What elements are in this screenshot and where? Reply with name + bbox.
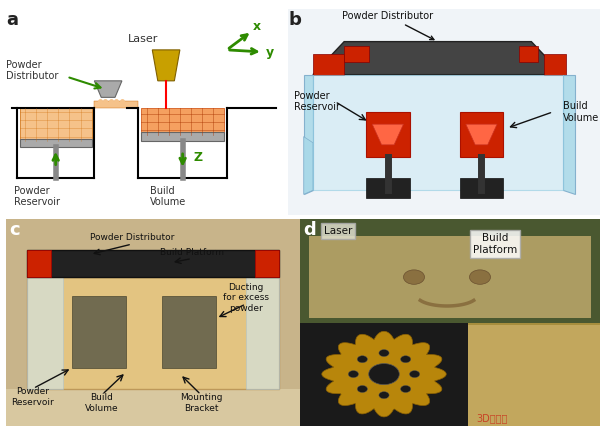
Bar: [313, 54, 344, 75]
Bar: [141, 132, 224, 141]
Circle shape: [470, 270, 491, 284]
Text: c: c: [9, 221, 20, 240]
Circle shape: [379, 350, 389, 356]
Polygon shape: [94, 81, 122, 97]
Circle shape: [409, 371, 420, 378]
Text: Ducting
for excess
powder: Ducting for excess powder: [223, 283, 269, 313]
Text: b: b: [288, 11, 301, 29]
Circle shape: [401, 385, 411, 393]
Bar: [460, 178, 503, 199]
Bar: [300, 219, 600, 325]
Bar: [6, 389, 306, 426]
Bar: [72, 296, 126, 368]
Bar: [27, 277, 63, 389]
Bar: [141, 108, 224, 135]
Text: Build
Volume: Build Volume: [563, 101, 599, 123]
Text: Build
Platform: Build Platform: [473, 233, 517, 255]
Polygon shape: [563, 75, 575, 194]
Polygon shape: [313, 42, 563, 75]
Bar: [94, 101, 139, 108]
Text: Laser: Laser: [127, 34, 158, 43]
Polygon shape: [372, 124, 403, 145]
Text: Powder Distributor: Powder Distributor: [342, 11, 434, 40]
Text: 3D打印网: 3D打印网: [476, 413, 508, 424]
Text: Laser: Laser: [324, 226, 352, 236]
Bar: [344, 46, 369, 62]
Text: y: y: [265, 46, 274, 59]
Polygon shape: [304, 75, 313, 194]
Circle shape: [404, 270, 425, 284]
Bar: [27, 250, 51, 277]
Bar: [246, 277, 279, 389]
Bar: [300, 322, 468, 426]
Bar: [468, 322, 600, 426]
Bar: [544, 54, 566, 75]
Polygon shape: [152, 50, 180, 81]
Bar: [309, 236, 591, 318]
Text: Powder
Reservoir: Powder Reservoir: [294, 91, 340, 112]
Bar: [313, 75, 563, 190]
Circle shape: [379, 392, 389, 399]
Text: Mounting
Bracket: Mounting Bracket: [180, 393, 222, 413]
Text: Z: Z: [194, 151, 203, 164]
Text: Powder Distributor: Powder Distributor: [90, 233, 174, 243]
Text: Powder
Distributor: Powder Distributor: [6, 60, 58, 81]
Circle shape: [357, 385, 367, 393]
Text: Build Platform: Build Platform: [160, 248, 224, 257]
Text: Build
Volume: Build Volume: [85, 393, 119, 413]
Bar: [519, 46, 538, 62]
Polygon shape: [304, 137, 313, 194]
Bar: [20, 138, 92, 147]
Bar: [366, 178, 410, 199]
Text: Build
Volume: Build Volume: [149, 186, 186, 207]
Text: Powder
Reservoir: Powder Reservoir: [14, 186, 60, 207]
Bar: [460, 112, 503, 157]
Text: Powder
Reservoir: Powder Reservoir: [11, 387, 55, 406]
Bar: [255, 250, 279, 277]
Bar: [20, 108, 92, 141]
Text: x: x: [253, 20, 261, 33]
Text: d: d: [303, 221, 316, 240]
Circle shape: [348, 371, 359, 378]
Text: a: a: [6, 11, 18, 29]
Polygon shape: [466, 124, 497, 145]
Bar: [366, 112, 410, 157]
Bar: [27, 277, 279, 389]
Bar: [27, 250, 279, 277]
Circle shape: [401, 356, 411, 363]
Circle shape: [368, 364, 400, 384]
Polygon shape: [322, 331, 446, 417]
Bar: [162, 296, 216, 368]
Circle shape: [357, 356, 367, 363]
